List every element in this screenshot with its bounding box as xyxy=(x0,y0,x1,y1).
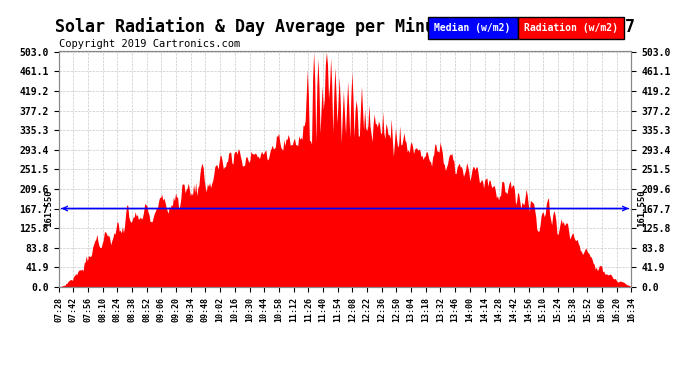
Text: 161.550: 161.550 xyxy=(44,190,53,227)
Text: Copyright 2019 Cartronics.com: Copyright 2019 Cartronics.com xyxy=(59,39,240,50)
Text: 161.550: 161.550 xyxy=(637,190,646,227)
Text: Solar Radiation & Day Average per Minute  Mon Jan 14 16:37: Solar Radiation & Day Average per Minute… xyxy=(55,17,635,36)
Text: Radiation (w/m2): Radiation (w/m2) xyxy=(524,23,618,33)
Text: Median (w/m2): Median (w/m2) xyxy=(435,23,511,33)
